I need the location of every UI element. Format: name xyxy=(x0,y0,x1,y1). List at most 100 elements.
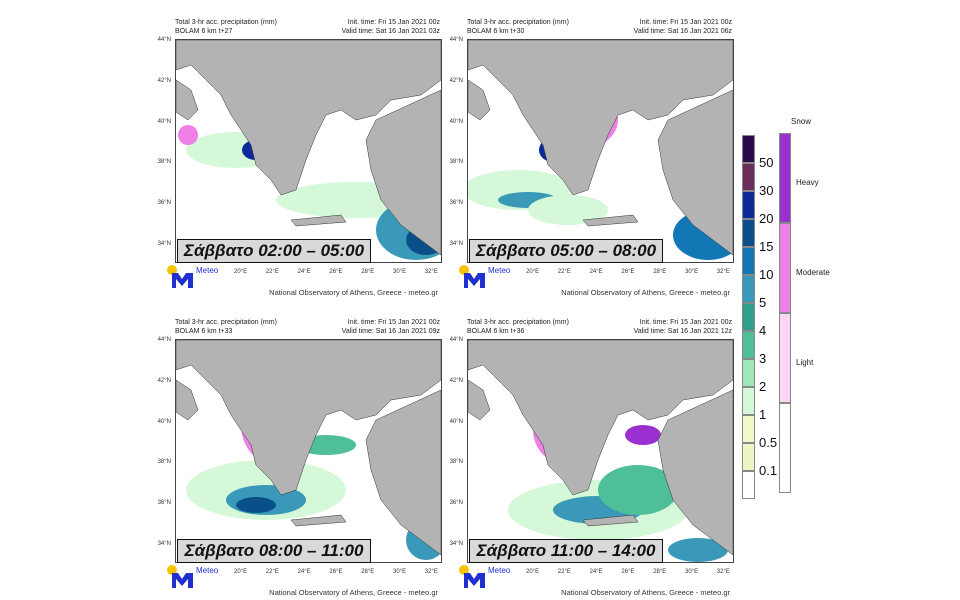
lon-tick-label: 26°E xyxy=(329,269,343,275)
panel-title: Total 3-hr acc. precipitation (mm) xyxy=(467,319,569,326)
snow-color-segment xyxy=(779,403,791,493)
lon-tick-label: 22°E xyxy=(265,569,279,575)
lon-tick-label: 22°E xyxy=(557,569,571,575)
init-time: Init. time: Fri 15 Jan 2021 00z xyxy=(347,19,440,26)
model-run: BOLAM 6 km t+27 xyxy=(175,27,233,35)
precip-legend-label: 4 xyxy=(759,323,767,338)
lat-tick-label: 34°N xyxy=(157,241,171,247)
precip-color-segment xyxy=(742,443,755,471)
precip-legend-label: 0.1 xyxy=(759,463,778,478)
lon-tick-label: 30°E xyxy=(393,569,407,575)
model-run: BOLAM 6 km t+30 xyxy=(467,27,525,35)
precip-color-segment xyxy=(742,163,755,191)
snow-legend-title: Snow xyxy=(791,117,812,126)
lat-tick-label: 42°N xyxy=(157,377,171,384)
lon-tick-label: 20°E xyxy=(526,269,540,275)
init-time: Init. time: Fri 15 Jan 2021 00z xyxy=(639,19,732,26)
lat-tick-label: 36°N xyxy=(157,200,171,207)
lat-tick-label: 42°N xyxy=(449,77,463,84)
meteo-logo-icon xyxy=(167,265,193,288)
lon-tick-label: 26°E xyxy=(621,569,635,575)
lon-tick-label: 26°E xyxy=(621,269,635,275)
lat-tick-label: 36°N xyxy=(449,200,463,207)
credit-text: National Observatory of Athens, Greece -… xyxy=(269,588,438,597)
lon-tick-label: 26°E xyxy=(329,569,343,575)
precip-legend-label: 1 xyxy=(759,407,767,422)
meteo-logo: Meteo xyxy=(166,264,226,290)
lon-tick-label: 28°E xyxy=(653,269,667,275)
lat-tick-label: 36°N xyxy=(449,500,463,507)
precip-color-segment xyxy=(742,415,755,443)
time-range-label: Σάββατο 11:00 – 14:00 xyxy=(469,539,663,563)
credit-text: National Observatory of Athens, Greece -… xyxy=(269,288,438,297)
meteo-logo-icon xyxy=(459,265,485,288)
precipitation-map xyxy=(175,39,442,263)
lon-tick-label: 32°E xyxy=(424,269,438,275)
lat-tick-label: 38°N xyxy=(157,459,171,466)
precip-color-segment xyxy=(742,359,755,387)
lon-tick-label: 28°E xyxy=(361,569,375,575)
lon-tick-label: 24°E xyxy=(589,269,603,275)
init-time: Init. time: Fri 15 Jan 2021 00z xyxy=(347,319,440,326)
precip-color-segment xyxy=(742,387,755,415)
lon-tick-label: 24°E xyxy=(297,269,311,275)
snow-legend-label: Light xyxy=(796,358,814,367)
meteo-logo-text: Meteo xyxy=(488,266,511,275)
lat-tick-label: 42°N xyxy=(157,77,171,84)
lon-tick-label: 20°E xyxy=(234,269,248,275)
valid-time: Valid time: Sat 16 Jan 2021 03z xyxy=(341,27,440,35)
map-canvas xyxy=(176,40,441,260)
meteo-logo: Meteo xyxy=(458,264,518,290)
lat-tick-label: 40°N xyxy=(449,418,463,425)
init-time: Init. time: Fri 15 Jan 2021 00z xyxy=(639,319,732,326)
precip-color-segment xyxy=(742,191,755,219)
lat-tick-label: 34°N xyxy=(449,241,463,247)
panel-title: Total 3-hr acc. precipitation (mm) xyxy=(175,19,277,26)
lat-tick-label: 40°N xyxy=(449,118,463,125)
lon-tick-label: 30°E xyxy=(685,569,699,575)
meteo-logo-text: Meteo xyxy=(196,566,219,575)
forecast-panel-4: Total 3-hr acc. precipitation (mm) BOLAM… xyxy=(450,318,746,600)
lat-tick-label: 44°N xyxy=(449,37,463,43)
precip-legend-label: 15 xyxy=(759,239,774,254)
meteo-logo-text: Meteo xyxy=(196,266,219,275)
model-run: BOLAM 6 km t+36 xyxy=(467,327,525,335)
precip-legend-label: 30 xyxy=(759,183,774,198)
precip-legend-label: 0.5 xyxy=(759,435,778,450)
meteo-logo-icon xyxy=(167,565,193,588)
lat-tick-label: 44°N xyxy=(449,337,463,343)
valid-time: Valid time: Sat 16 Jan 2021 12z xyxy=(633,327,732,335)
precip-color-segment xyxy=(742,275,755,303)
time-range-label: Σάββατο 02:00 – 05:00 xyxy=(177,239,371,263)
precip-legend-label: 2 xyxy=(759,379,767,394)
lat-tick-label: 38°N xyxy=(449,459,463,466)
forecast-panel-1: Total 3-hr acc. precipitation (mm) BOLAM… xyxy=(158,18,454,318)
lat-tick-label: 42°N xyxy=(449,377,463,384)
snow-legend-label: Heavy xyxy=(796,178,819,187)
lat-tick-label: 34°N xyxy=(449,541,463,547)
precip-area xyxy=(598,465,678,515)
lon-tick-label: 32°E xyxy=(716,569,730,575)
precip-color-segment xyxy=(742,471,755,499)
lon-tick-label: 28°E xyxy=(361,269,375,275)
forecast-panel-2: Total 3-hr acc. precipitation (mm) BOLAM… xyxy=(450,18,746,318)
lat-tick-label: 40°N xyxy=(157,118,171,125)
lon-tick-label: 30°E xyxy=(685,269,699,275)
lat-tick-label: 36°N xyxy=(157,500,171,507)
map-canvas xyxy=(176,340,441,560)
lon-tick-label: 32°E xyxy=(716,269,730,275)
precip-legend-label: 20 xyxy=(759,211,774,226)
precip-color-segment xyxy=(742,303,755,331)
panel-title: Total 3-hr acc. precipitation (mm) xyxy=(467,19,569,26)
meteo-logo-icon xyxy=(459,565,485,588)
lon-tick-label: 30°E xyxy=(393,269,407,275)
credit-text: National Observatory of Athens, Greece -… xyxy=(561,288,730,297)
meteo-logo: Meteo xyxy=(458,564,518,590)
snow-color-segment xyxy=(779,133,791,223)
time-range-label: Σάββατο 05:00 – 08:00 xyxy=(469,239,663,263)
precip-area xyxy=(178,125,198,145)
precipitation-map xyxy=(175,339,442,563)
meteo-logo: Meteo xyxy=(166,564,226,590)
model-run: BOLAM 6 km t+33 xyxy=(175,327,233,335)
